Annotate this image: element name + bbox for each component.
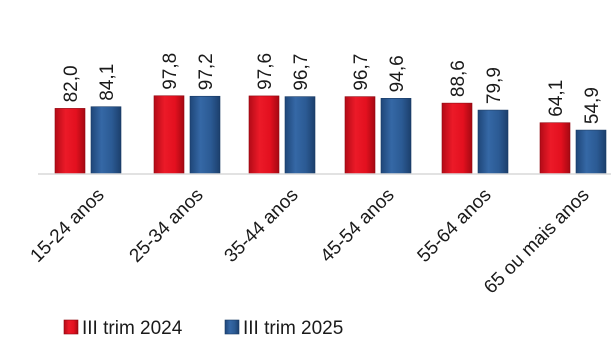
value-labels-layer: 82,0 84,1 97,8 97,2 97,6 96,7 96,7 94,6 88,6 79,9… xyxy=(61,53,603,124)
value-label-trim2025-3: 94,6 xyxy=(387,55,408,92)
bar-trim2025-2 xyxy=(284,96,316,175)
bar-trim2025-4 xyxy=(477,109,509,175)
category-label-4: 55-64 anos xyxy=(414,185,496,267)
legend-label-trim2024: III trim 2024 xyxy=(82,318,183,339)
bars-layer xyxy=(54,95,607,175)
bar-trim2024-3 xyxy=(344,96,376,175)
value-label-trim2025-4: 79,9 xyxy=(484,67,505,104)
value-label-trim2024-5: 64,1 xyxy=(546,80,567,117)
category-label-5: 65 ou mais anos xyxy=(480,185,593,298)
bar-trim2024-1 xyxy=(153,95,185,175)
category-label-2: 35-44 anos xyxy=(221,185,303,267)
bar-trim2024-5 xyxy=(539,122,571,175)
value-label-trim2025-5: 54,9 xyxy=(582,87,603,124)
value-label-trim2024-2: 97,6 xyxy=(255,53,276,90)
value-label-trim2024-1: 97,8 xyxy=(160,53,181,90)
category-label-1: 25-34 anos xyxy=(126,185,208,267)
bar-trim2025-3 xyxy=(380,98,412,175)
value-label-trim2024-4: 88,6 xyxy=(448,60,469,97)
category-label-0: 15-24 anos xyxy=(27,185,109,267)
legend-swatch-trim2025 xyxy=(224,319,240,335)
category-label-3: 45-54 anos xyxy=(317,185,399,267)
bar-trim2025-0 xyxy=(90,106,122,175)
bar-trim2025-1 xyxy=(189,95,221,175)
legend: III trim 2024 III trim 2025 xyxy=(63,318,343,339)
bar-trim2025-5 xyxy=(575,129,607,175)
bar-trim2024-2 xyxy=(248,95,280,175)
bar-trim2024-0 xyxy=(54,108,86,175)
legend-swatch-trim2024 xyxy=(63,319,79,335)
value-label-trim2024-0: 82,0 xyxy=(61,65,82,102)
category-labels-layer: 15-24 anos 25-34 anos 35-44 anos 45-54 anos… xyxy=(27,185,594,298)
value-label-trim2025-0: 84,1 xyxy=(97,64,118,101)
legend-label-trim2025: III trim 2025 xyxy=(243,318,343,339)
value-label-trim2025-2: 96,7 xyxy=(291,54,312,91)
value-label-trim2025-1: 97,2 xyxy=(196,53,217,90)
bar-trim2024-4 xyxy=(441,102,473,175)
value-label-trim2024-3: 96,7 xyxy=(351,54,372,91)
